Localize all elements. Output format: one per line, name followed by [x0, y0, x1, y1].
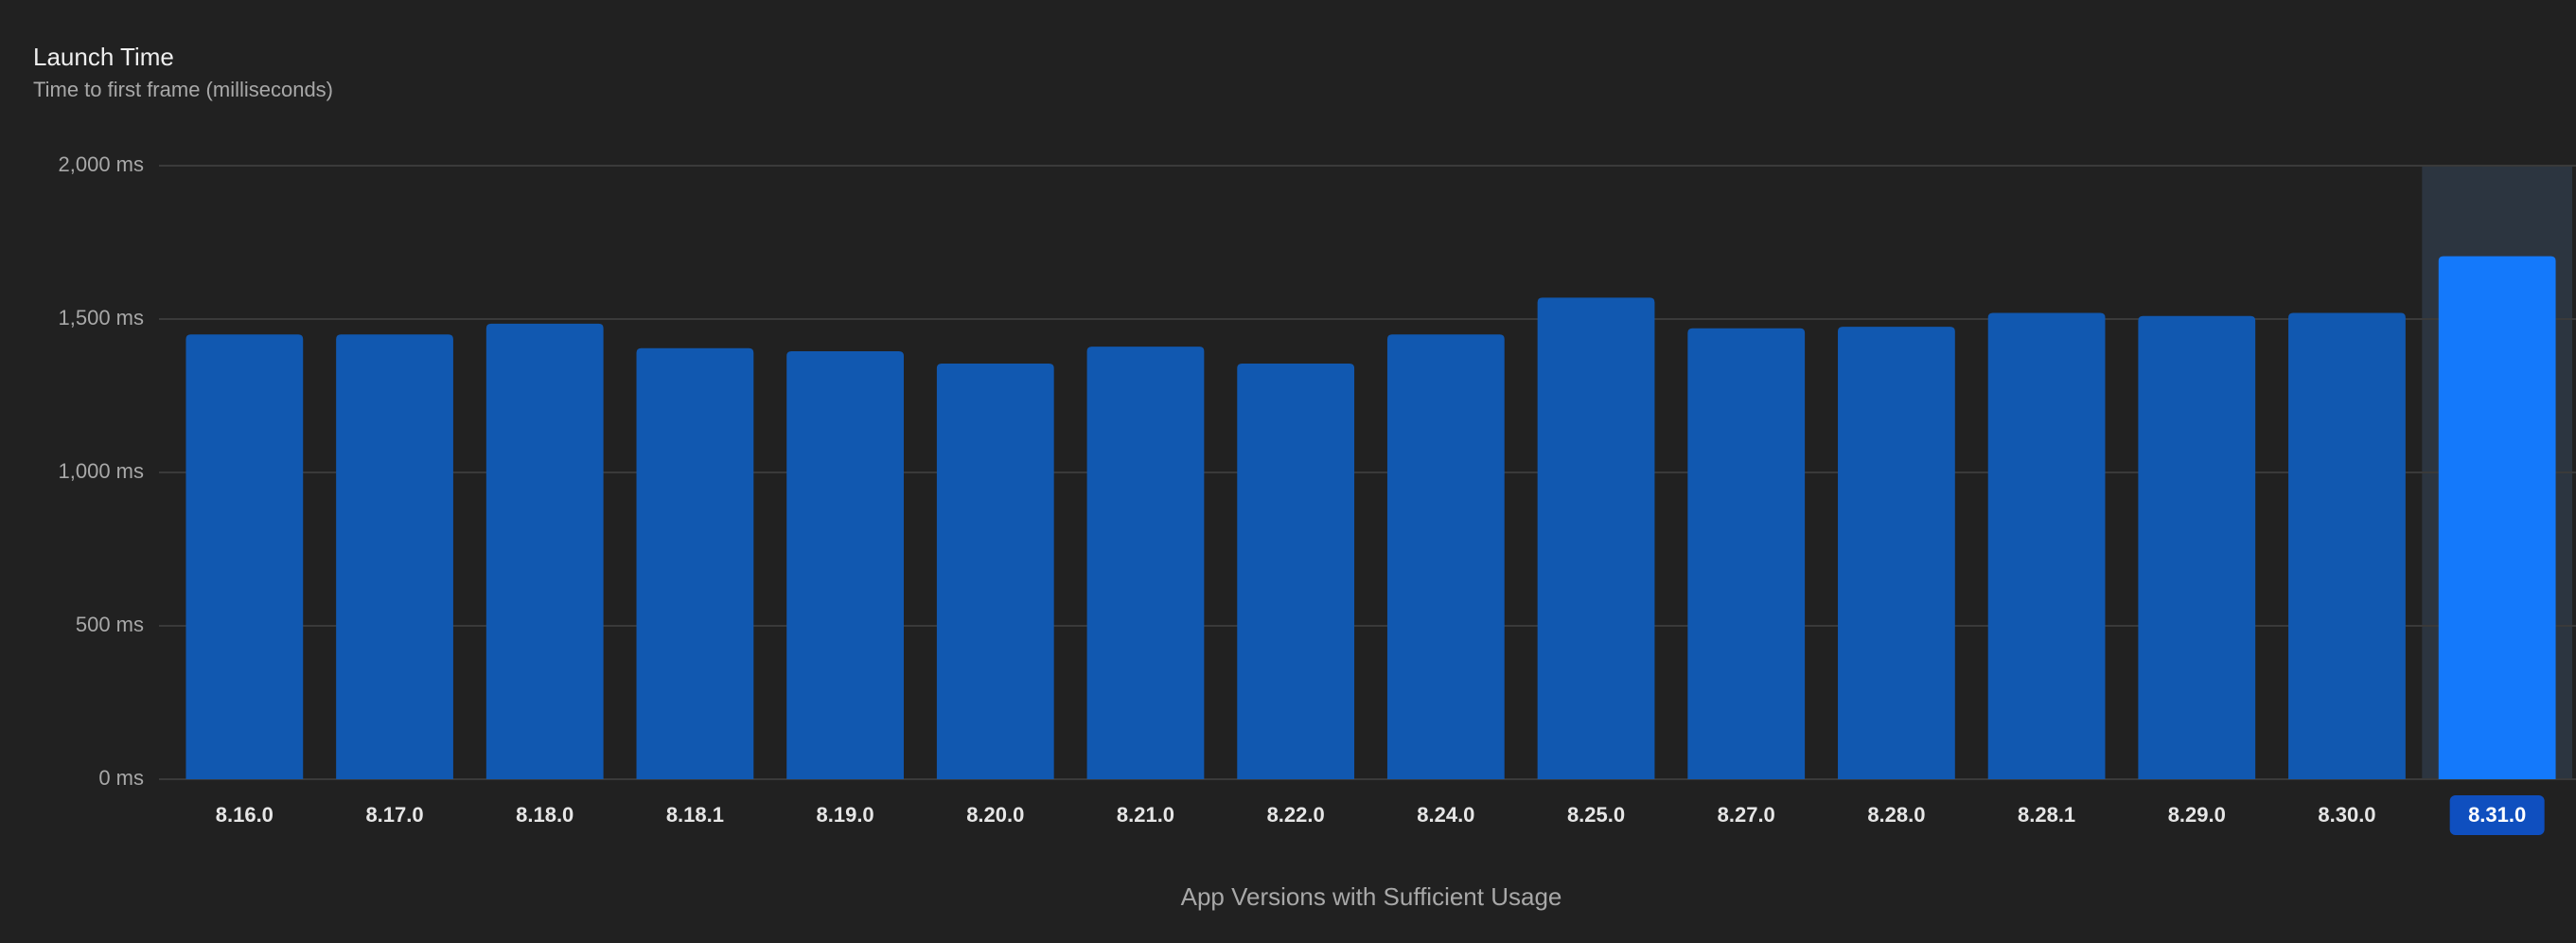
bar	[1386, 334, 1505, 779]
bar	[1987, 312, 2106, 779]
y-tick-label: 1,500 ms	[59, 306, 145, 329]
x-tick-label: 8.17.0	[365, 803, 423, 827]
x-tick-label: 8.16.0	[216, 803, 273, 827]
x-tick-label: 8.24.0	[1417, 803, 1474, 827]
x-tick-label: 8.18.0	[516, 803, 573, 827]
x-tick-label: 8.28.1	[2018, 803, 2075, 827]
x-tick-label: 8.20.0	[966, 803, 1024, 827]
chart-subtitle: Time to first frame (milliseconds)	[33, 78, 333, 101]
x-tick-label: 8.27.0	[1718, 803, 1775, 827]
bar	[1086, 347, 1205, 779]
bar	[786, 351, 904, 779]
bar	[936, 363, 1054, 779]
x-tick-label: 8.22.0	[1267, 803, 1325, 827]
bar	[1237, 363, 1355, 779]
y-tick-label: 2,000 ms	[59, 152, 145, 176]
bar	[1687, 328, 1806, 779]
bar	[2438, 256, 2556, 780]
bar	[185, 334, 304, 779]
x-tick-label: 8.30.0	[2318, 803, 2375, 827]
chart-title: Launch Time	[33, 43, 174, 71]
x-tick-label: 8.19.0	[817, 803, 874, 827]
x-tick-label: 8.29.0	[2168, 803, 2226, 827]
y-tick-label: 1,000 ms	[59, 459, 145, 483]
x-axis-title: App Versions with Sufficient Usage	[1181, 882, 1562, 911]
x-tick-label: 8.21.0	[1117, 803, 1174, 827]
bar	[336, 334, 453, 779]
bar	[2288, 312, 2406, 779]
x-tick-label: 8.18.1	[666, 803, 724, 827]
x-tick-label: 8.28.0	[1867, 803, 1925, 827]
bar	[2138, 315, 2256, 779]
x-tick-label: 8.25.0	[1567, 803, 1625, 827]
y-tick-label: 500 ms	[76, 613, 144, 636]
bar	[636, 347, 754, 779]
y-tick-label: 0 ms	[98, 766, 144, 790]
selected-label-pill	[2449, 795, 2545, 835]
x-tick-label: 8.31.0	[2468, 803, 2526, 827]
bar	[485, 323, 604, 779]
bar	[1537, 297, 1655, 779]
bar	[1838, 327, 1955, 779]
